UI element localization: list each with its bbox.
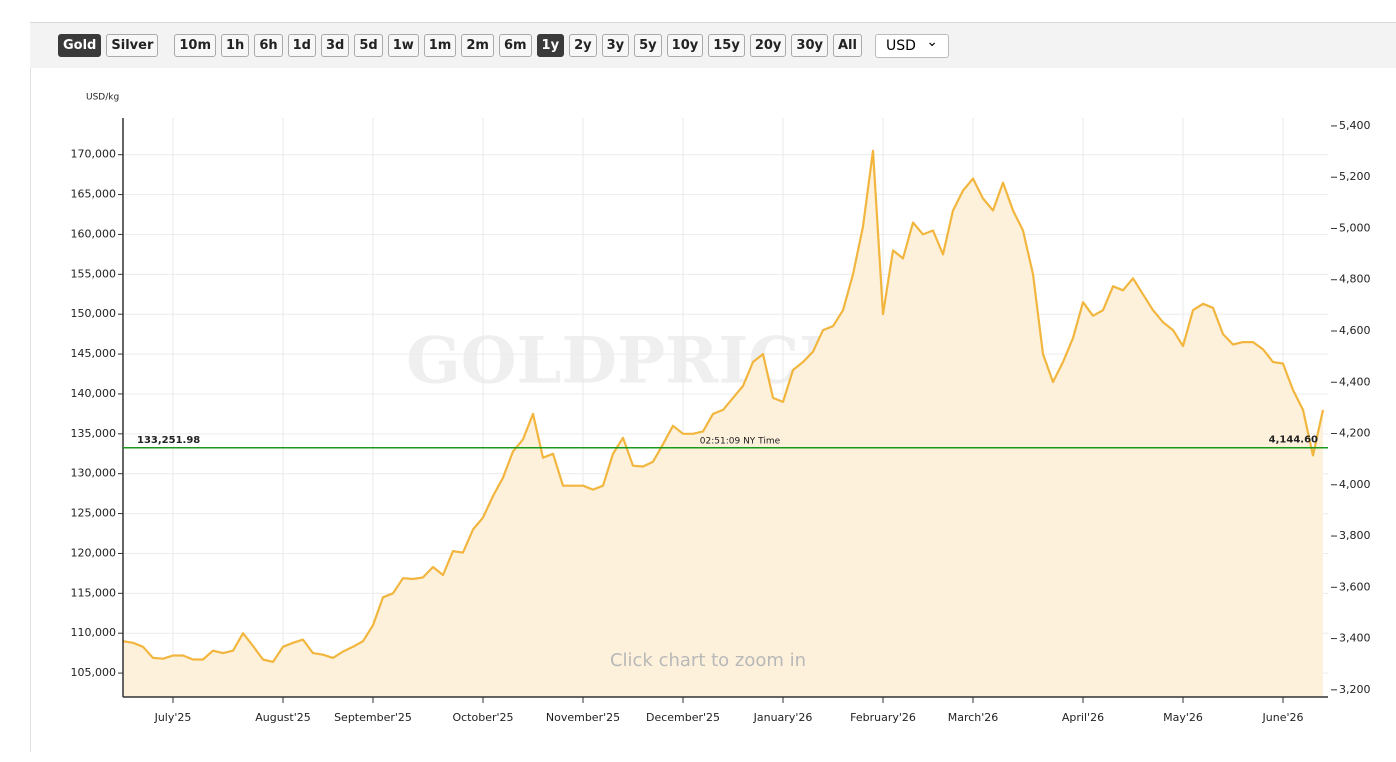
button[interactable]: 15y bbox=[708, 34, 745, 57]
y-tick-label: 140,000 bbox=[71, 387, 117, 400]
caret: ⌄ bbox=[926, 33, 938, 50]
zoom-hint: Click chart to zoom in bbox=[610, 650, 806, 671]
y-tick-label: 130,000 bbox=[71, 467, 117, 480]
reference-label: 133,251.98 bbox=[137, 435, 200, 446]
x-tick-label: September'25 bbox=[334, 711, 412, 724]
button[interactable]: 6m bbox=[498, 34, 532, 57]
x-tick-label: January'26 bbox=[753, 711, 813, 724]
y2-tick-label: 4,200 bbox=[1339, 427, 1371, 440]
button[interactable]: 10m bbox=[174, 34, 216, 57]
button[interactable]: All bbox=[832, 34, 862, 57]
x-tick-label: October'25 bbox=[452, 711, 513, 724]
y2-tick-label: 5,400 bbox=[1339, 119, 1371, 132]
button[interactable]: 3y bbox=[601, 34, 630, 57]
y-tick-label: 160,000 bbox=[71, 227, 117, 240]
button[interactable]: 30y bbox=[791, 34, 828, 57]
button[interactable]: 5y bbox=[634, 34, 662, 57]
y-axis-label: USD/kg bbox=[86, 93, 119, 103]
button[interactable]: 2y bbox=[569, 34, 597, 57]
toolbar: Gold Silver 10m 1h 6h 1d 3d 5d 1w 1m 2m 6m 1y 2y 3y 5y 1… bbox=[30, 22, 1396, 68]
y-tick-label: 120,000 bbox=[71, 546, 117, 559]
button[interactable]: 3d bbox=[320, 34, 350, 57]
button[interactable]: 2m bbox=[461, 34, 494, 57]
y2-tick-label: 3,800 bbox=[1339, 529, 1371, 542]
y2-tick-label: 4,600 bbox=[1339, 324, 1371, 337]
y-tick-label: 145,000 bbox=[71, 347, 117, 360]
button[interactable]: 1d bbox=[287, 34, 316, 57]
button[interactable]: 6h bbox=[254, 34, 283, 57]
y2-tick-label: 3,400 bbox=[1339, 632, 1371, 645]
x-tick-label: July'25 bbox=[154, 711, 192, 724]
x-tick-label: March'26 bbox=[948, 711, 999, 724]
button[interactable]: 20y bbox=[749, 34, 787, 57]
y2-tick-label: 4,800 bbox=[1339, 273, 1371, 286]
y2-tick-label: 5,200 bbox=[1339, 170, 1371, 183]
y2-tick-label: 4,400 bbox=[1339, 375, 1371, 388]
x-tick-label: February'26 bbox=[850, 711, 916, 724]
button[interactable]: 1h bbox=[221, 34, 250, 57]
y-tick-label: 115,000 bbox=[71, 586, 117, 599]
x-tick-label: April'26 bbox=[1062, 711, 1104, 724]
x-tick-label: November'25 bbox=[546, 711, 620, 724]
x-tick-label: June'26 bbox=[1262, 711, 1304, 724]
y-tick-label: 135,000 bbox=[71, 427, 117, 440]
reference-label: 4,144.60 bbox=[1269, 435, 1318, 446]
line bbox=[122, 149, 1325, 663]
x-tick-label: December'25 bbox=[646, 711, 720, 724]
currency-select[interactable]: USD ⌄ bbox=[874, 33, 949, 58]
y2-tick-label: 3,600 bbox=[1339, 580, 1371, 593]
y-tick-label: 150,000 bbox=[71, 307, 117, 320]
area bbox=[123, 150, 1323, 697]
x-tick-label: August'25 bbox=[255, 711, 311, 724]
button[interactable]: 5d bbox=[354, 34, 383, 57]
y-tick-label: 125,000 bbox=[71, 507, 117, 520]
button[interactable]: Silver bbox=[106, 34, 159, 57]
y-tick-label: 110,000 bbox=[71, 626, 117, 639]
y2-tick-label: 3,200 bbox=[1339, 683, 1371, 696]
x-tick-label: May'26 bbox=[1163, 711, 1203, 724]
frame-line bbox=[30, 68, 31, 752]
y2-tick-label: 5,000 bbox=[1339, 221, 1371, 234]
y-tick-label: 155,000 bbox=[71, 267, 117, 280]
y-tick-label: 105,000 bbox=[71, 666, 117, 679]
button[interactable]: Gold bbox=[58, 34, 102, 57]
button[interactable]: 1w bbox=[387, 34, 419, 57]
button[interactable]: 10y bbox=[666, 34, 704, 57]
reference-time: 02:51:09 NY Time bbox=[700, 436, 781, 446]
y2-tick-label: 4,000 bbox=[1339, 478, 1371, 491]
button[interactable]: 1y bbox=[536, 34, 565, 57]
y-tick-label: 165,000 bbox=[71, 188, 117, 201]
y-tick-label: 170,000 bbox=[71, 148, 117, 161]
button[interactable]: 1m bbox=[423, 34, 457, 57]
